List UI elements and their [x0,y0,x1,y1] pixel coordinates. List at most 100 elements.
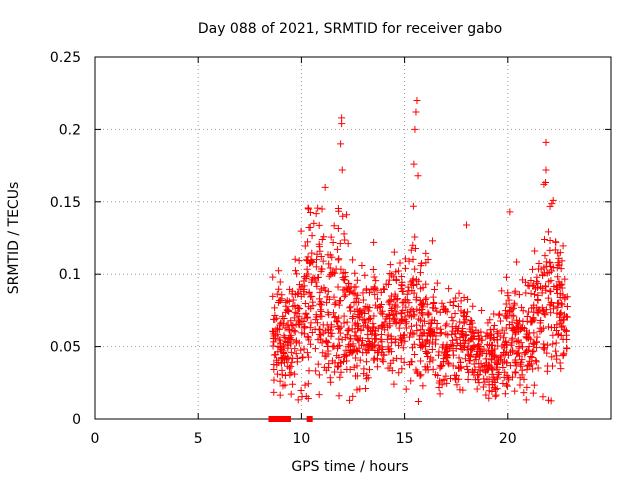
data-point [423,363,431,371]
data-point [353,276,361,284]
data-point [513,338,521,346]
data-point [374,295,382,303]
data-point [370,312,378,320]
data-point [510,312,518,320]
data-point [297,346,305,354]
y-tick-label: 0.15 [50,195,81,211]
data-point [540,180,548,188]
data-point [270,360,278,368]
data-point [383,335,391,343]
data-point [416,269,424,277]
data-point [550,283,558,291]
data-point [351,328,359,336]
data-point [336,240,344,248]
data-point [315,391,323,399]
data-point [386,269,394,277]
data-point [271,312,279,320]
data-point [545,268,553,276]
data-point [553,355,561,363]
data-point [319,329,327,337]
data-point [449,327,457,335]
data-point [365,346,373,354]
data-point [407,377,415,385]
data-point [540,307,548,315]
data-point [323,293,331,301]
data-point [278,291,286,299]
data-point [446,298,454,306]
data-point [370,238,378,246]
data-point [534,296,542,304]
data-point [273,370,281,378]
data-point [451,310,459,318]
data-point [338,336,346,344]
data-point [556,309,564,317]
data-point [484,319,492,327]
data-point [405,299,413,307]
data-point [452,344,460,352]
data-point [422,259,430,267]
data-point [493,385,501,393]
data-point [295,339,303,347]
data-point [492,391,500,399]
data-point [309,302,317,310]
data-point [405,257,413,265]
data-point [396,259,404,267]
data-point [301,323,309,331]
data-point [471,376,479,384]
data-point [294,316,302,324]
data-point [427,354,435,362]
data-point [552,238,560,246]
data-point [278,371,286,379]
data-point [449,362,457,370]
data-point [376,344,384,352]
data-point [343,211,351,219]
data-point [417,371,425,379]
data-point [304,334,312,342]
data-point [523,383,531,391]
data-point [272,356,280,364]
data-point [371,290,379,298]
data-point [291,328,299,336]
data-point [317,306,325,314]
data-point [343,318,351,326]
data-point [413,327,421,335]
data-point [536,283,544,291]
data-point [353,347,361,355]
data-point [560,349,568,357]
data-point [438,381,446,389]
data-point [408,344,416,352]
data-point [504,289,512,297]
data-point [430,300,438,308]
y-tick-label: 0.05 [50,340,81,356]
data-point [307,319,315,327]
data-point [520,375,528,383]
data-point [312,278,320,286]
data-point [359,349,367,357]
data-point [340,312,348,320]
data-point [529,389,537,397]
data-point [413,96,421,104]
data-point [455,375,463,383]
data-point [451,376,459,384]
data-point [412,366,420,374]
x-tick-label: 5 [194,431,203,447]
data-point [422,366,430,374]
data-point [455,289,463,297]
data-point [336,297,344,305]
data-point [365,307,373,315]
data-point [284,353,292,361]
data-point [306,259,314,267]
data-point [392,277,400,285]
data-point [291,345,299,353]
data-point [369,320,377,328]
data-point [285,308,293,316]
data-point [557,331,565,339]
data-point [373,363,381,371]
data-point [356,356,364,364]
data-point [550,323,558,331]
data-point [548,353,556,361]
data-point [530,281,538,289]
data-point [385,310,393,318]
data-point [354,311,362,319]
data-point [464,342,472,350]
